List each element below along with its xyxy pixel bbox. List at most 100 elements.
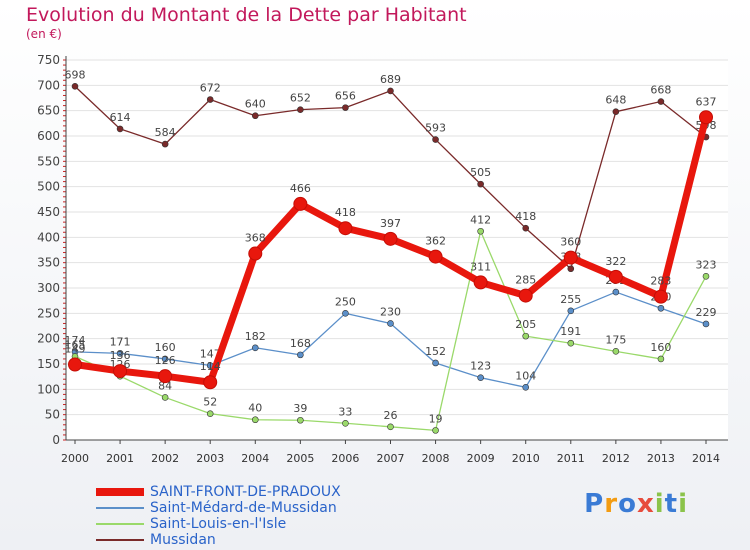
x-tick-label: 2004 — [241, 452, 269, 465]
logo-letter: i — [678, 489, 688, 519]
data-label: 165 — [65, 338, 86, 351]
data-label: 39 — [293, 402, 307, 415]
y-tick-label: 750 — [37, 53, 60, 67]
x-tick-label: 2014 — [692, 452, 720, 465]
data-point — [432, 359, 439, 367]
data-point — [563, 250, 578, 265]
data-label: 182 — [245, 330, 266, 343]
data-point — [293, 196, 308, 211]
data-point — [297, 351, 304, 359]
data-point — [657, 98, 665, 105]
y-tick-label: 50 — [45, 408, 60, 422]
y-tick-label: 550 — [37, 154, 60, 168]
x-tick-label: 2009 — [467, 452, 495, 465]
proxiti-logo: Proxiti — [584, 489, 688, 519]
data-point — [113, 364, 128, 379]
data-label: 418 — [515, 210, 536, 223]
data-point — [612, 348, 620, 355]
legend-item-mussidan: Mussidan — [96, 532, 341, 548]
data-point — [699, 110, 713, 125]
y-tick-label: 350 — [37, 256, 60, 270]
data-label: 114 — [200, 360, 221, 373]
data-label: 505 — [470, 166, 491, 179]
y-tick-label: 200 — [37, 332, 60, 346]
y-tick-label: 0 — [52, 433, 60, 447]
data-point — [428, 249, 443, 264]
line-chart: 0 50 100 150 200 250 300 350 400 450 500 550 600 650 7… — [37, 53, 728, 465]
data-point — [203, 375, 218, 390]
data-point — [522, 224, 530, 232]
x-tick-label: 2000 — [61, 452, 89, 465]
data-point — [477, 227, 484, 235]
data-point — [342, 419, 349, 427]
data-point — [297, 416, 304, 424]
data-label: 360 — [560, 236, 581, 249]
legend-item-saint-medard: Saint-Médard-de-Mussidan — [96, 500, 341, 516]
data-label: 126 — [155, 354, 176, 367]
logo-letter: r — [604, 489, 619, 519]
logo-letter: t — [664, 489, 679, 519]
data-label: 637 — [696, 95, 717, 108]
data-label: 689 — [380, 73, 401, 86]
x-tick-label: 2013 — [647, 452, 675, 465]
data-label: 123 — [470, 360, 491, 373]
data-label: 175 — [605, 333, 626, 346]
y-tick-label: 400 — [37, 230, 60, 244]
x-tick-label: 2010 — [512, 452, 540, 465]
y-tick-label: 250 — [37, 306, 60, 320]
x-tick-label: 2011 — [557, 452, 585, 465]
data-point — [432, 136, 439, 143]
data-point — [248, 246, 263, 261]
data-point — [342, 104, 349, 111]
x-tick-label: 2008 — [422, 452, 450, 465]
x-tick-label: 2005 — [286, 452, 314, 465]
data-point — [206, 410, 214, 417]
y-tick-label: 300 — [37, 281, 60, 295]
data-point — [342, 310, 349, 317]
logo-letter: x — [636, 489, 655, 519]
logo-letter: o — [618, 489, 637, 519]
x-tick-label: 2007 — [377, 452, 405, 465]
data-label: 418 — [335, 206, 356, 219]
data-label: 323 — [696, 258, 717, 271]
y-tick-label: 150 — [37, 357, 60, 371]
data-label: 230 — [380, 305, 401, 318]
data-label: 136 — [110, 349, 131, 362]
data-label: 584 — [155, 126, 176, 139]
data-point — [567, 339, 575, 347]
data-point — [657, 355, 665, 363]
x-tick-label: 2006 — [331, 452, 359, 465]
data-label: 593 — [425, 122, 446, 135]
y-tick-label: 650 — [37, 104, 60, 118]
data-point — [567, 265, 575, 273]
y-tick-label: 100 — [37, 382, 60, 396]
data-label: 84 — [158, 379, 172, 392]
data-label: 362 — [425, 235, 446, 248]
data-point — [387, 87, 394, 95]
data-point — [612, 288, 620, 296]
data-label: 614 — [110, 111, 131, 124]
data-point — [116, 125, 124, 133]
legend-swatch — [96, 488, 144, 496]
legend-swatch — [96, 507, 144, 509]
data-point — [206, 96, 214, 103]
data-point — [251, 112, 259, 120]
data-point — [161, 140, 169, 148]
data-point — [383, 231, 398, 246]
x-tick-label: 2012 — [602, 452, 630, 465]
data-label: 104 — [515, 369, 536, 382]
data-point — [158, 369, 173, 384]
data-point — [71, 83, 79, 90]
data-label: 322 — [605, 255, 626, 268]
data-point — [657, 304, 665, 312]
data-point — [387, 423, 394, 431]
data-point — [477, 374, 484, 381]
chart-title: Evolution du Montant de la Dette par Hab… — [26, 4, 467, 26]
data-label: 52 — [203, 396, 217, 409]
data-label: 397 — [380, 217, 401, 230]
data-point — [387, 320, 394, 327]
y-tick-label: 500 — [37, 180, 60, 194]
data-label: 152 — [425, 345, 446, 358]
data-label: 656 — [335, 90, 356, 103]
